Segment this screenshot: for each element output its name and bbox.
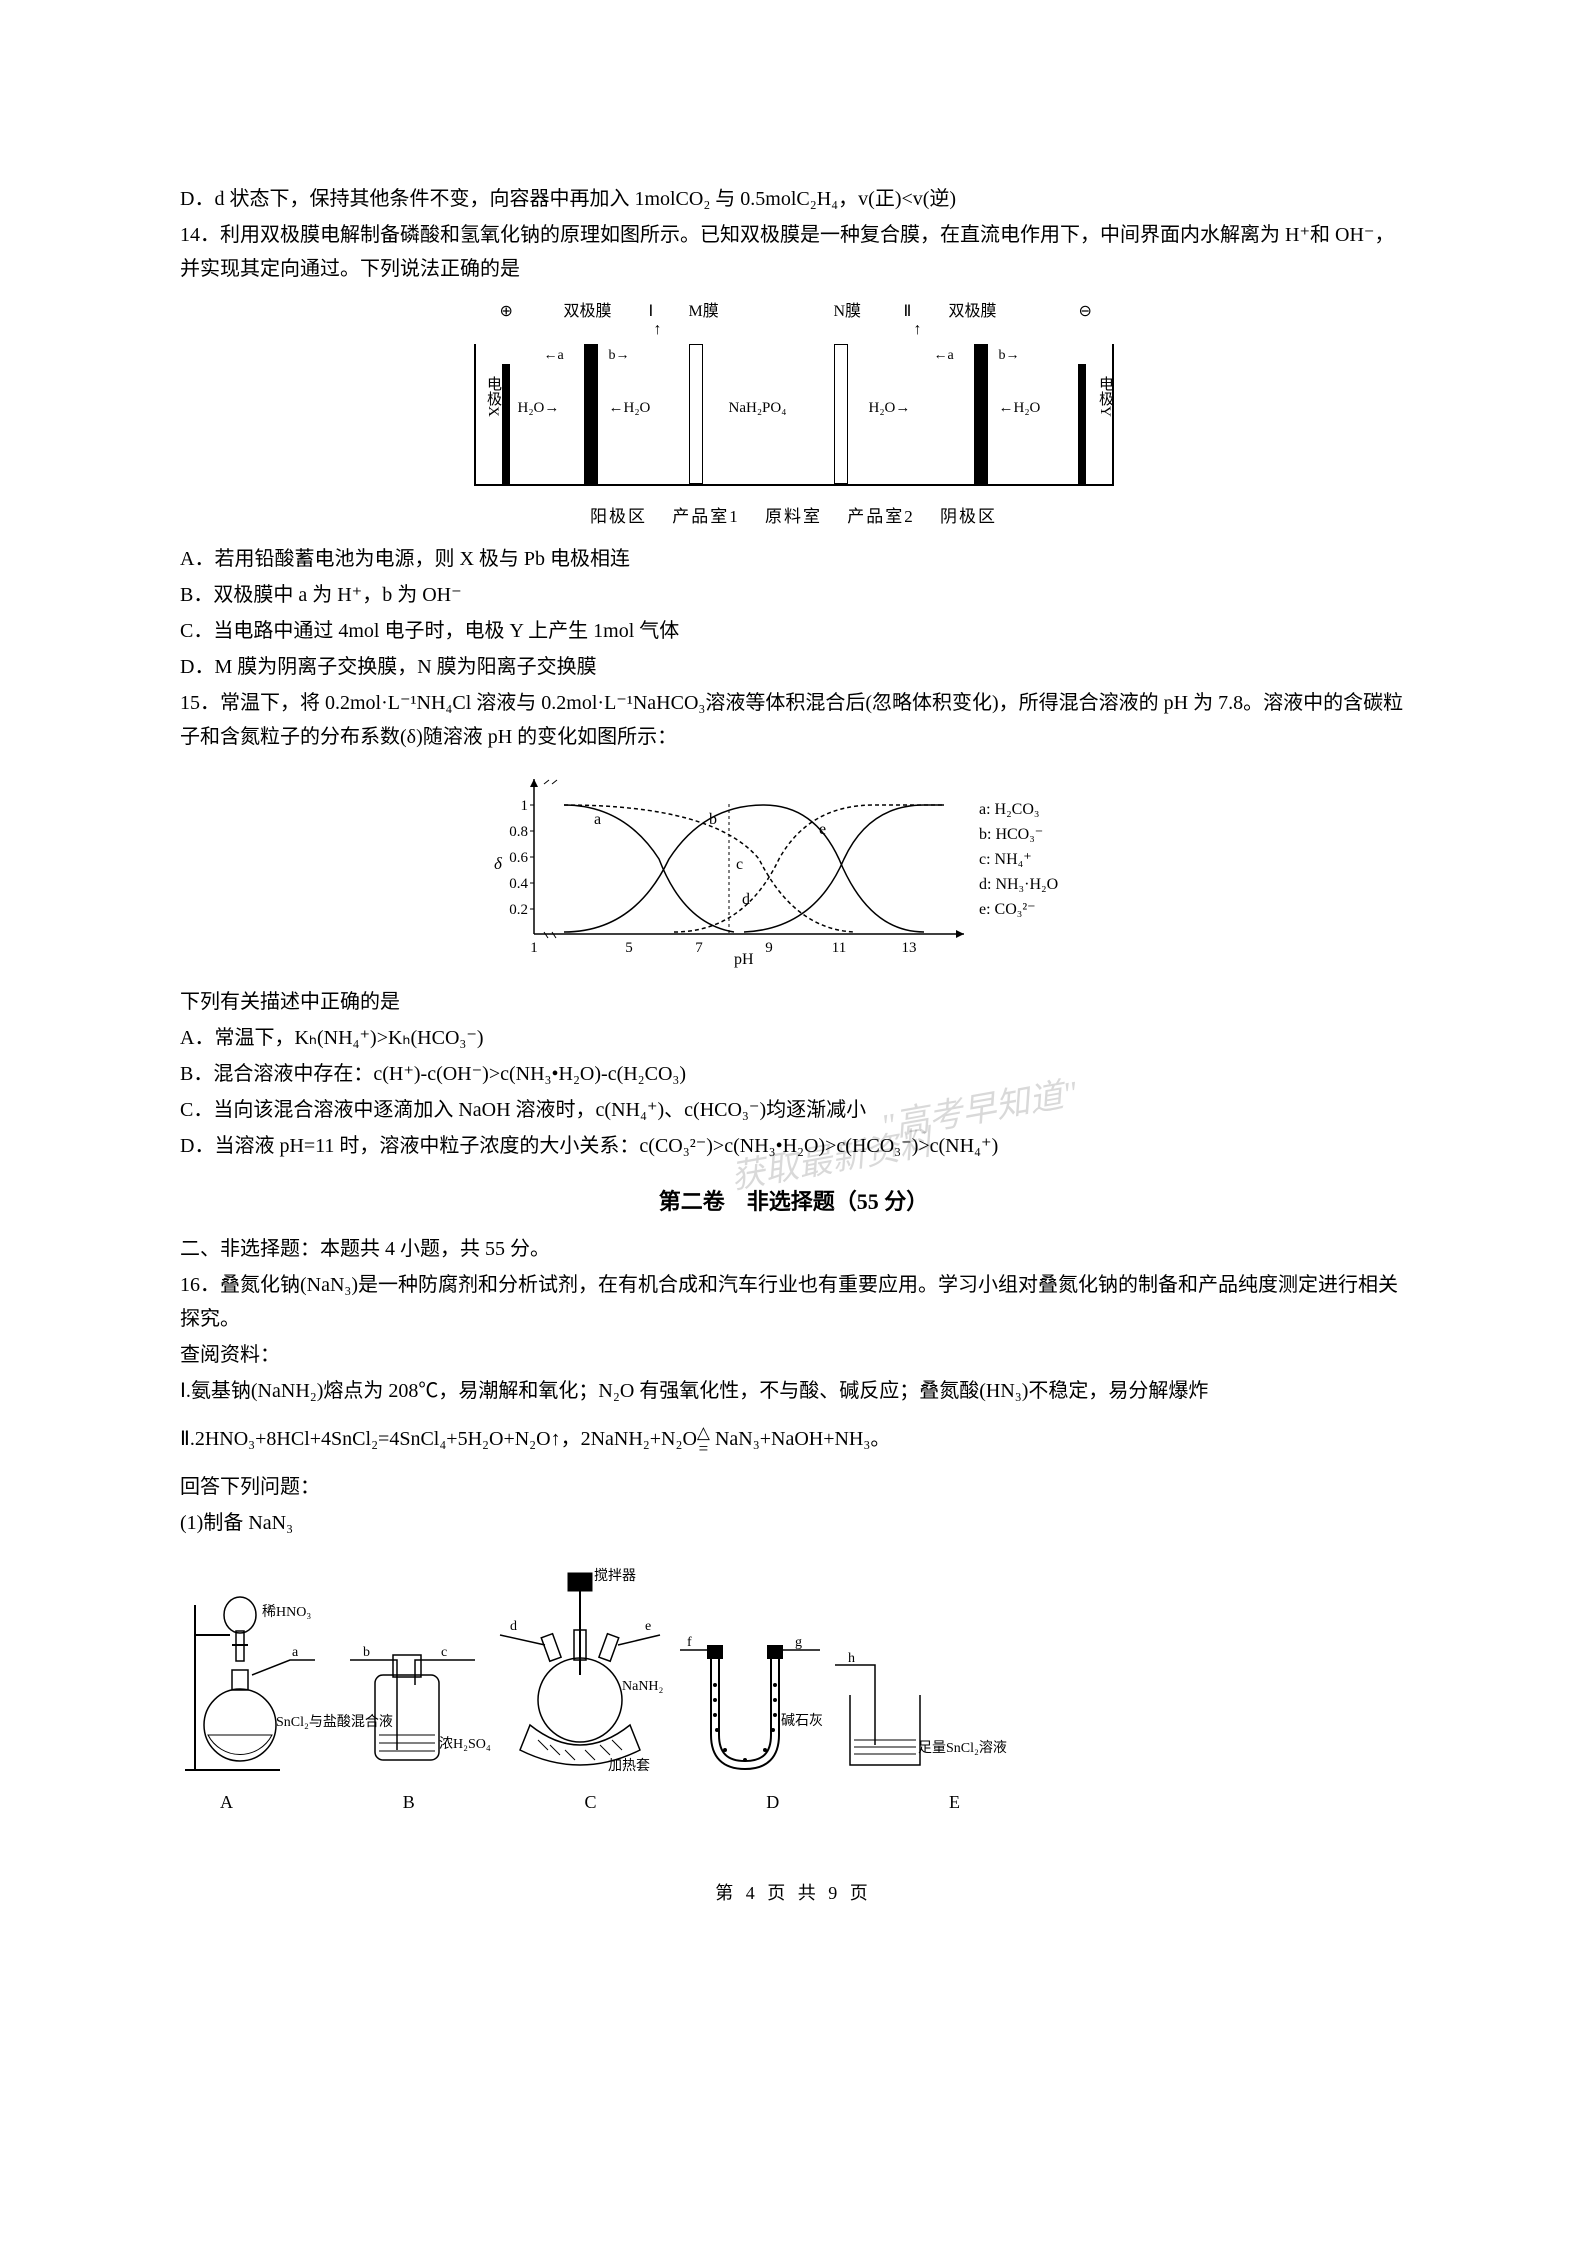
arrow-a-2: ←a — [934, 344, 954, 368]
svg-text:a: H₂CO₃: a: H₂CO₃ — [979, 801, 1039, 818]
page-footer: 第 4 页 共 9 页 — [180, 1878, 1407, 1909]
svg-text:a: a — [594, 811, 601, 828]
q16-answer-lead: 回答下列问题： — [180, 1470, 1407, 1504]
q14-option-d: D．M 膜为阴离子交换膜，N 膜为阳离子交换膜 — [180, 650, 1407, 684]
svg-text:e: CO₃²⁻: e: CO₃²⁻ — [979, 901, 1036, 918]
apparatus-diagram: 稀HNO₃ a SnCl₂与盐酸混合液 b c 浓H₂SO₄ — [180, 1555, 1000, 1775]
svg-text:pH: pH — [734, 951, 754, 968]
q16-reference-1: Ⅰ.氨基钠(NaNH₂)熔点为 208℃，易潮解和氧化；N₂O 有强氧化性，不与… — [180, 1374, 1407, 1408]
electrolysis-diagram: ⊕ 双极膜 Ⅰ M膜 N膜 Ⅱ 双极膜 ⊖ ↑ ↑ ←a b→ — [180, 296, 1407, 532]
svg-text:7: 7 — [695, 940, 703, 956]
roman-2-label: Ⅱ — [904, 298, 912, 325]
apparatus-d-tube-f: f — [687, 1631, 692, 1655]
h2o-left-2: ←H₂O — [999, 396, 1041, 422]
apparatus-d-solid: 碱石灰 — [781, 1710, 823, 1734]
section-2-title: 第二卷 非选择题（55 分） — [180, 1183, 1407, 1220]
svg-text:13: 13 — [901, 940, 916, 956]
arrow-b-1: b→ — [609, 344, 630, 368]
apparatus-label-b: B — [403, 1787, 415, 1818]
apparatus-c-flask: NaNH₂ — [622, 1675, 663, 1699]
apparatus-b-liquid: 浓H₂SO₄ — [439, 1733, 491, 1757]
apparatus-e-liquid: 足量SnCl₂溶液 — [918, 1737, 1007, 1761]
bipolar-membrane-label-2: 双极膜 — [949, 298, 997, 325]
apparatus-label-c: C — [584, 1787, 596, 1818]
svg-text:0.6: 0.6 — [509, 850, 528, 866]
svg-text:b: b — [709, 811, 717, 828]
apparatus-e-tube: h — [848, 1647, 855, 1671]
q16-sub-1: (1)制备 NaN₃ — [180, 1506, 1407, 1540]
h2o-left-1: ←H₂O — [609, 396, 651, 422]
h2o-right-2: H₂O→ — [869, 396, 911, 422]
svg-text:b: HCO₃⁻: b: HCO₃⁻ — [979, 826, 1043, 843]
apparatus-c-stirrer: 搅拌器 — [594, 1565, 636, 1589]
q15-option-a: A．常温下，Kₕ(NH₄⁺)>Kₕ(HCO₃⁻) — [180, 1021, 1407, 1055]
q16-reference-2: Ⅱ.2HNO₃+8HCl+4SnCl₂=4SnCl₄+5H₂O+N₂O↑，2Na… — [180, 1422, 1407, 1456]
svg-text:e: e — [819, 821, 826, 838]
svg-text:0.8: 0.8 — [509, 824, 528, 840]
apparatus-label-d: D — [766, 1787, 779, 1818]
h2o-right-1: H₂O→ — [518, 396, 560, 422]
q15-lead: 下列有关描述中正确的是 — [180, 985, 1407, 1019]
svg-text:1: 1 — [520, 798, 528, 814]
svg-text:d: d — [742, 891, 750, 908]
svg-text:c: NH₄⁺: c: NH₄⁺ — [979, 851, 1032, 868]
distribution-chart: 0.2 0.4 0.6 0.8 1 1 5 7 9 11 — [180, 764, 1407, 975]
q15-option-d: D．当溶液 pH=11 时，溶液中粒子浓度的大小关系：c(CO₃²⁻)>c(NH… — [180, 1129, 1407, 1163]
q14-intro: 14．利用双极膜电解制备磷酸和氢氧化钠的原理如图所示。已知双极膜是一种复合膜，在… — [180, 218, 1407, 286]
electrode-x-label: 电极X — [480, 376, 506, 417]
apparatus-label-a: A — [220, 1787, 233, 1818]
svg-text:0.2: 0.2 — [509, 902, 528, 918]
q14-option-c: C．当电路中通过 4mol 电子时，电极 Y 上产生 1mol 气体 — [180, 614, 1407, 648]
svg-text:9: 9 — [765, 940, 773, 956]
positive-terminal-icon: ⊕ — [500, 298, 513, 325]
svg-text:0.4: 0.4 — [509, 876, 528, 892]
svg-text:1: 1 — [530, 940, 538, 956]
raw-material-label: NaH₂PO₄ — [729, 396, 787, 422]
svg-text:11: 11 — [831, 940, 845, 956]
arrow-a-1: ←a — [544, 344, 564, 368]
apparatus-c-tube-d: d — [510, 1615, 517, 1639]
svg-text:δ: δ — [494, 854, 503, 873]
apparatus-a-tube: a — [292, 1641, 298, 1665]
electrode-y-label: 电极Y — [1092, 376, 1118, 417]
apparatus-label-e: E — [949, 1787, 960, 1818]
q14-option-a: A．若用铅酸蓄电池为电源，则 X 极与 Pb 电极相连 — [180, 542, 1407, 576]
apparatus-c-heat: 加热套 — [608, 1755, 650, 1779]
q16-reference-header: 查阅资料： — [180, 1338, 1407, 1372]
svg-text:5: 5 — [625, 940, 633, 956]
electrolysis-bottom-labels: 阳极区 产品室1 原料室 产品室2 阴极区 — [180, 503, 1407, 532]
bipolar-membrane-label-1: 双极膜 — [564, 298, 612, 325]
arrow-b-2: b→ — [999, 344, 1020, 368]
apparatus-b-tube-c: c — [441, 1641, 447, 1665]
svg-text:d: NH₃·H₂O: d: NH₃·H₂O — [979, 876, 1058, 893]
section-2-intro: 二、非选择题：本题共 4 小题，共 55 分。 — [180, 1232, 1407, 1266]
apparatus-b-tube-b: b — [363, 1641, 370, 1665]
svg-text:c: c — [736, 856, 743, 873]
negative-terminal-icon: ⊖ — [1079, 298, 1092, 325]
apparatus-d-tube-g: g — [795, 1631, 802, 1655]
apparatus-a-top-label: 稀HNO₃ — [262, 1601, 311, 1625]
q15-intro: 15．常温下，将 0.2mol·L⁻¹NH₄Cl 溶液与 0.2mol·L⁻¹N… — [180, 686, 1407, 754]
m-membrane-label: M膜 — [689, 298, 719, 325]
page-content: D．d 状态下，保持其他条件不变，向容器中再加入 1molCO₂ 与 0.5mo… — [180, 182, 1407, 1908]
n-membrane-label: N膜 — [834, 298, 862, 325]
apparatus-c-tube-e: e — [645, 1615, 651, 1639]
q16-intro: 16．叠氮化钠(NaN₃)是一种防腐剂和分析试剂，在有机合成和汽车行业也有重要应… — [180, 1268, 1407, 1336]
q15-option-b: B．混合溶液中存在：c(H⁺)-c(OH⁻)>c(NH₃•H₂O)-c(H₂CO… — [180, 1057, 1407, 1091]
q15-option-c: C．当向该混合溶液中逐滴加入 NaOH 溶液时，c(NH₄⁺)、c(HCO₃⁻)… — [180, 1093, 1407, 1127]
q13-option-d: D．d 状态下，保持其他条件不变，向容器中再加入 1molCO₂ 与 0.5mo… — [180, 182, 1407, 216]
roman-1-label: Ⅰ — [649, 298, 654, 325]
apparatus-letter-row: A B C D E — [180, 1787, 1000, 1818]
q14-option-b: B．双极膜中 a 为 H⁺，b 为 OH⁻ — [180, 578, 1407, 612]
